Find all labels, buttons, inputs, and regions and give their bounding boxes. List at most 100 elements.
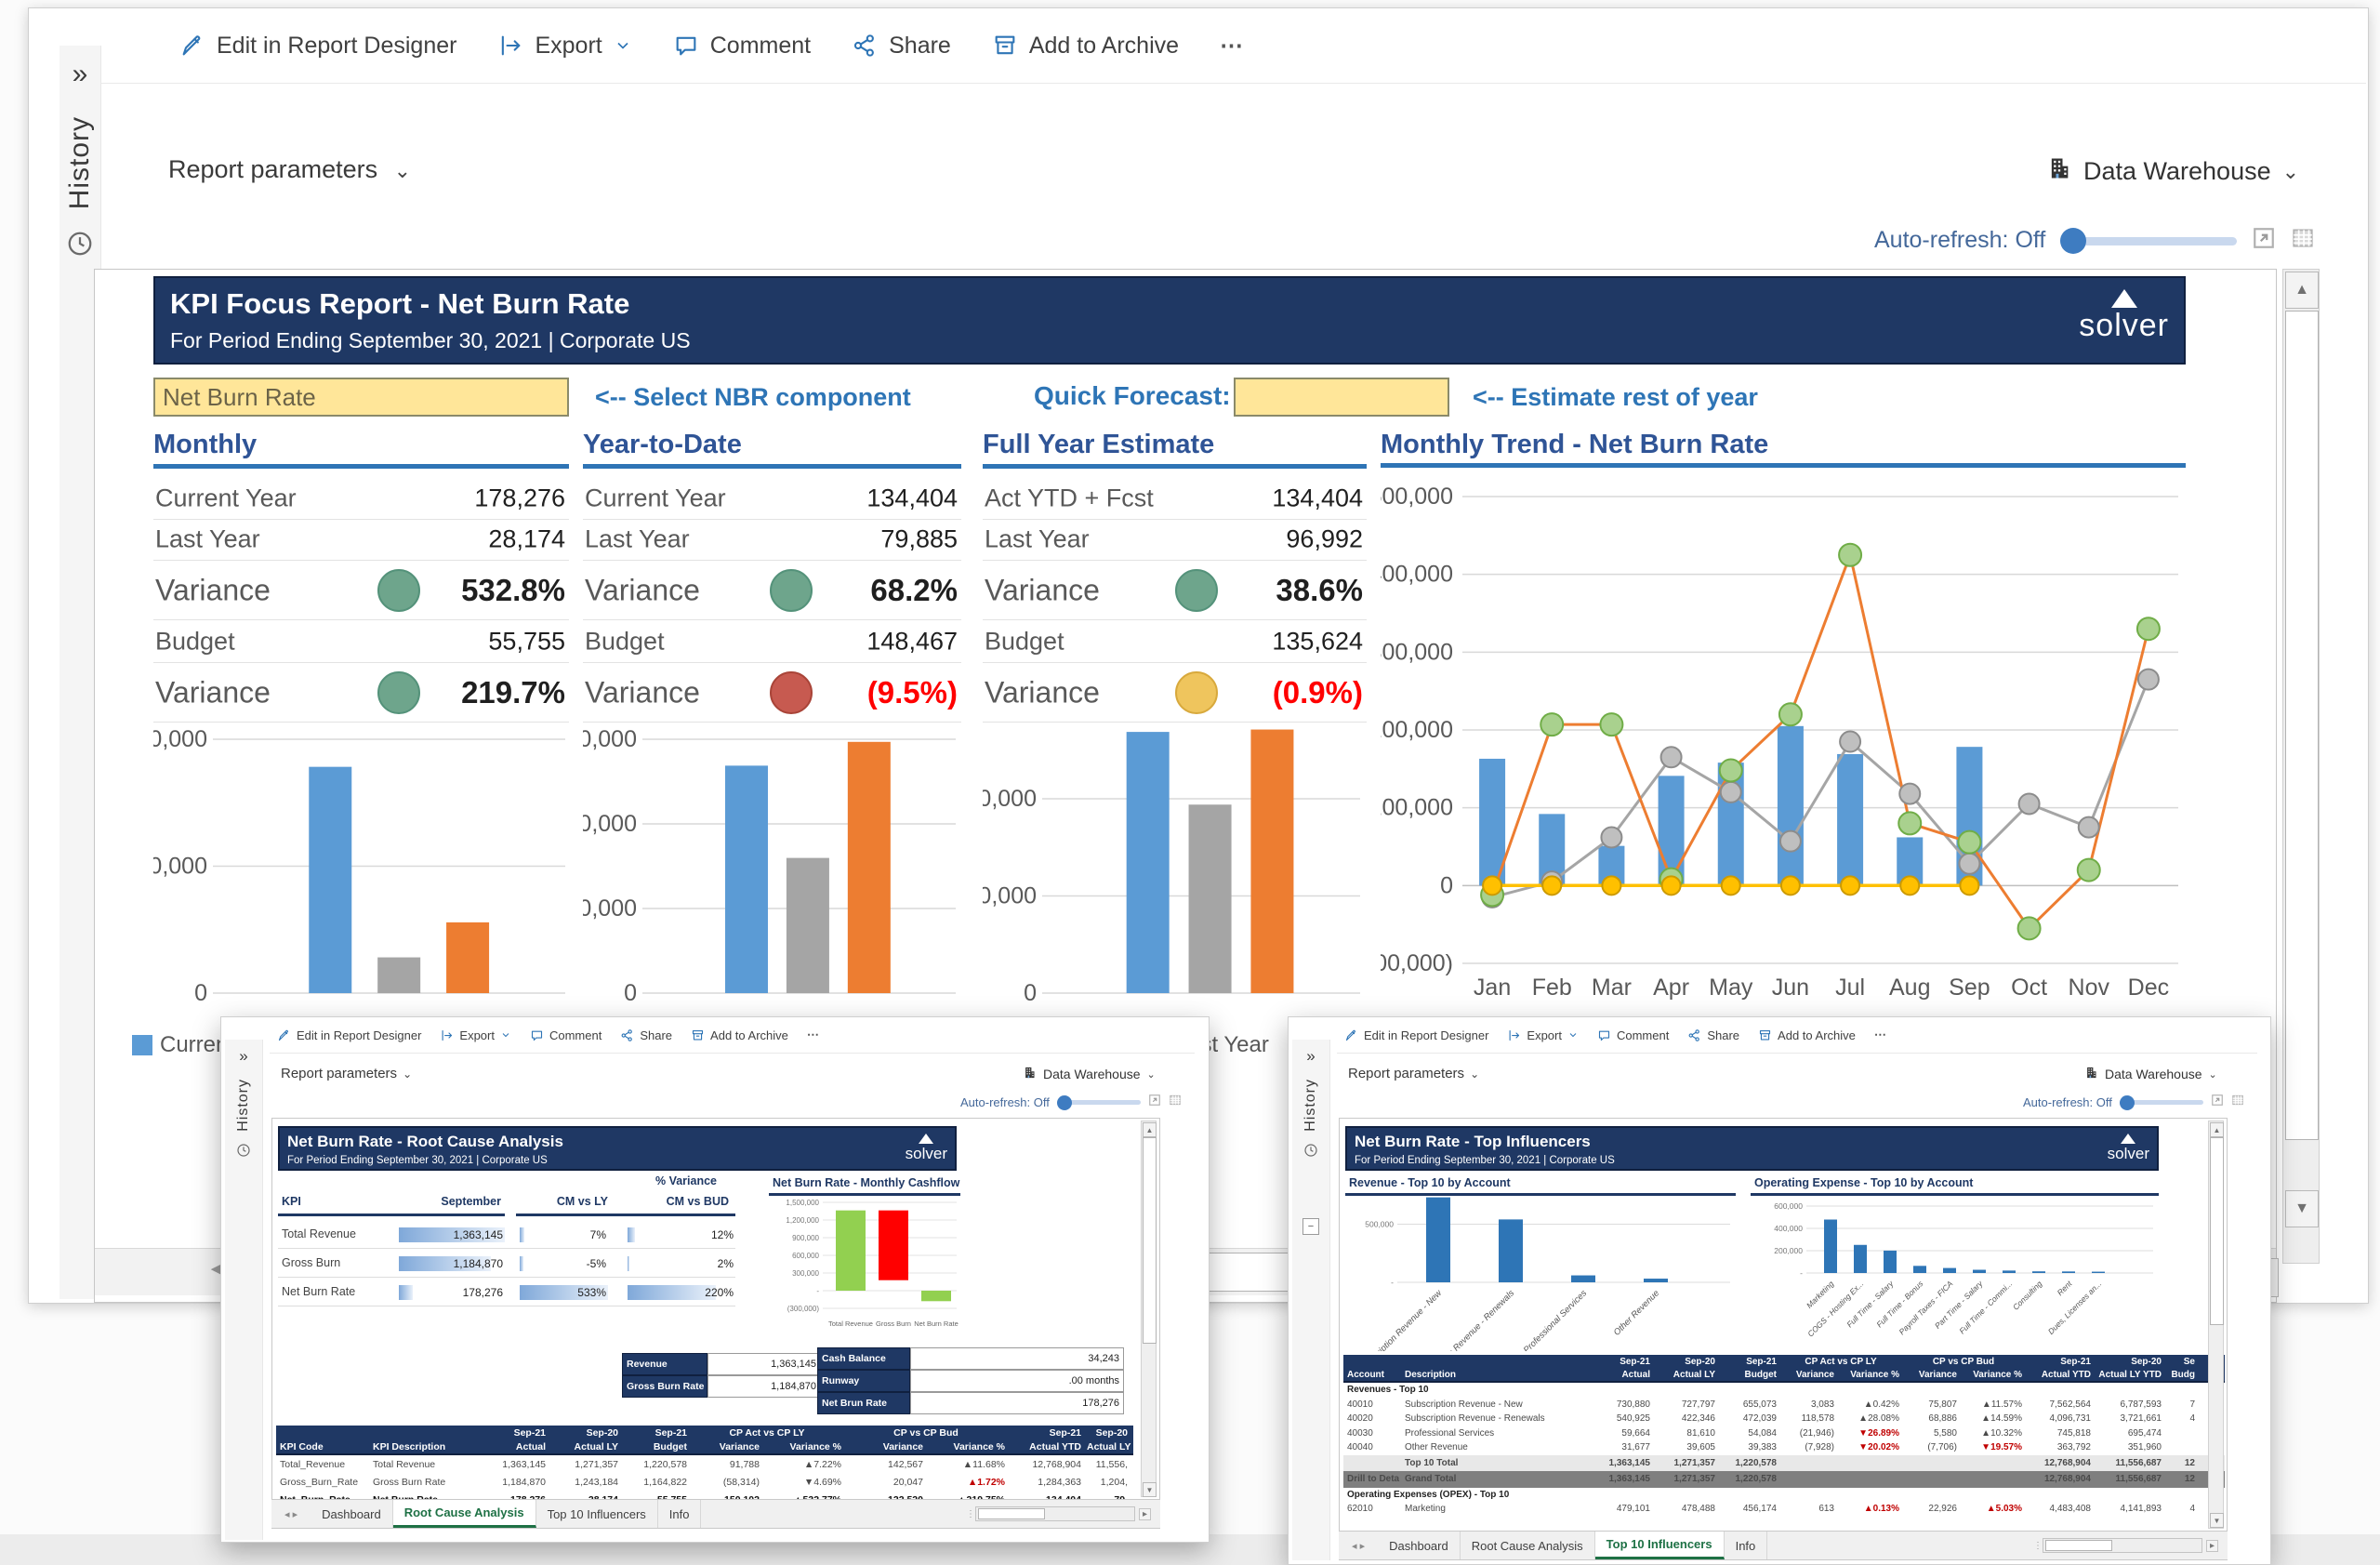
svg-text:Oct: Oct xyxy=(2011,975,2047,1001)
open-new-window-icon[interactable] xyxy=(2211,1094,2224,1111)
outline-collapse-button[interactable]: − xyxy=(1302,1217,1319,1235)
table-view-icon[interactable] xyxy=(1169,1094,1182,1111)
svg-text:0: 0 xyxy=(624,980,637,1006)
scroll-up-icon[interactable]: ▲ xyxy=(2285,272,2319,309)
tab-root-cause-analysis[interactable]: Root Cause Analysis xyxy=(392,1500,536,1528)
sheet-tabs: ◂ ▸ Dashboard Root Cause Analysis Top 10 In… xyxy=(1339,1531,2228,1559)
svg-text:Jan: Jan xyxy=(1474,975,1511,1001)
svg-text:50,000: 50,000 xyxy=(983,883,1037,909)
data-warehouse-selector[interactable]: Data Warehouse ⌄ xyxy=(2046,155,2299,188)
auto-refresh-slider[interactable] xyxy=(2119,1094,2203,1110)
tab-hscrollbar[interactable]: ⋮ ▸ xyxy=(966,1500,1160,1528)
collapse-icon[interactable]: » xyxy=(239,1047,248,1065)
svg-text:50,000: 50,000 xyxy=(583,895,637,922)
tab-info[interactable]: Info xyxy=(1724,1532,1768,1559)
status-dot-green xyxy=(770,569,813,612)
share-icon xyxy=(1687,1028,1701,1042)
slider-knob xyxy=(2060,227,2087,254)
history-clock-icon xyxy=(236,1143,251,1162)
svg-text:100,000: 100,000 xyxy=(153,854,207,880)
auto-refresh-slider[interactable] xyxy=(1056,1094,1141,1110)
toolbar-button-share[interactable]: Share xyxy=(1687,1028,1739,1042)
collapse-icon[interactable]: » xyxy=(1306,1047,1316,1065)
history-panel[interactable]: » History xyxy=(225,1040,263,1540)
toolbar-button-comment[interactable]: Comment xyxy=(673,33,811,60)
data-warehouse-selector[interactable]: Data Warehouse ⌄ xyxy=(2084,1066,2217,1082)
revenue-top10-title: Revenue - Top 10 by Account xyxy=(1349,1176,1511,1189)
scroll-down-icon[interactable]: ▼ xyxy=(1143,1482,1157,1497)
quick-forecast-input[interactable] xyxy=(1234,378,1449,417)
tab-nav-arrows[interactable]: ◂ ▸ xyxy=(284,1508,298,1520)
open-new-window-icon[interactable] xyxy=(1148,1094,1161,1111)
kpi-label: Budget xyxy=(155,627,235,656)
summary-row: Cash Balance 34,243 xyxy=(817,1347,1124,1370)
kpi-value: 134,404 xyxy=(1272,484,1363,512)
kpi-row: Current Year 134,404 xyxy=(583,478,961,520)
vscroll-thumb[interactable] xyxy=(1143,1137,1157,1344)
history-panel[interactable]: » History − xyxy=(1292,1040,1330,1560)
card-vscrollbar[interactable]: ▲ ▼ xyxy=(2208,1121,2224,1529)
vscroll-thumb[interactable] xyxy=(2210,1137,2224,1325)
auto-refresh-label: Auto-refresh: Off xyxy=(1874,227,2046,253)
history-label: History xyxy=(1302,1079,1318,1132)
svg-text:-: - xyxy=(1800,1268,1803,1278)
report-parameters[interactable]: Report parameters ⌄ xyxy=(168,155,412,183)
toolbar-button-archive[interactable]: Add to Archive xyxy=(992,33,1179,60)
svg-text:200,000: 200,000 xyxy=(1774,1246,1803,1255)
toolbar-button-export[interactable]: Export xyxy=(497,33,631,60)
status-dot-green xyxy=(1175,569,1218,612)
toolbar-button-export[interactable]: Export xyxy=(440,1028,511,1042)
card-vscrollbar[interactable]: ▲ ▼ xyxy=(1141,1121,1157,1497)
toolbar-button-share[interactable]: Share xyxy=(852,33,951,60)
solver-logo: solver xyxy=(906,1134,947,1161)
tab-nav-arrows[interactable]: ◂ ▸ xyxy=(1352,1540,1366,1552)
toolbar-more-button[interactable]: ⋯ xyxy=(806,1028,821,1041)
collapse-icon[interactable]: » xyxy=(72,59,88,89)
kpi-row: Variance 68.2% xyxy=(583,562,961,620)
report-parameters[interactable]: Report parameters ⌄ xyxy=(1348,1066,1480,1081)
tab-dashboard[interactable]: Dashboard xyxy=(1378,1532,1461,1559)
trend-chart-title: Monthly Trend - Net Burn Rate xyxy=(1381,430,1769,459)
fye-compare-chart: 100,000 50,000 0 xyxy=(983,729,1360,1006)
toolbar-more-button[interactable]: ⋯ xyxy=(1220,33,1246,59)
tab-top-10-influencers[interactable]: Top 10 Influencers xyxy=(536,1500,658,1528)
kpi-row: Last Year 28,174 xyxy=(153,519,569,561)
open-new-window-icon[interactable] xyxy=(2252,226,2276,255)
toolbar-more-button[interactable]: ⋯ xyxy=(1873,1028,1888,1041)
toolbar-button-export[interactable]: Export xyxy=(1507,1028,1579,1042)
summary-row: Revenue 1,363,145 xyxy=(622,1353,821,1375)
scroll-up-icon[interactable]: ▲ xyxy=(1143,1122,1157,1137)
kpi-row: Last Year 79,885 xyxy=(583,519,961,561)
tab-dashboard[interactable]: Dashboard xyxy=(311,1500,393,1528)
toolbar-button-comment[interactable]: Comment xyxy=(1597,1028,1669,1042)
toolbar-button-archive[interactable]: Add to Archive xyxy=(691,1028,788,1042)
toolbar-button-edit[interactable]: Edit in Report Designer xyxy=(1344,1028,1488,1042)
toolbar-button-edit[interactable]: Edit in Report Designer xyxy=(179,33,456,60)
data-warehouse-selector[interactable]: Data Warehouse ⌄ xyxy=(1023,1066,1156,1082)
opex-top10-title: Operating Expense - Top 10 by Account xyxy=(1754,1176,1974,1189)
tab-info[interactable]: Info xyxy=(657,1500,702,1528)
kpi-label: Variance xyxy=(985,675,1100,710)
toolbar-button-share[interactable]: Share xyxy=(620,1028,672,1042)
auto-refresh-slider[interactable] xyxy=(2060,227,2238,254)
report-parameters[interactable]: Report parameters ⌄ xyxy=(281,1066,413,1081)
table-view-icon[interactable] xyxy=(2231,1094,2244,1111)
toolbar-button-comment[interactable]: Comment xyxy=(530,1028,602,1042)
auto-refresh-control: Auto-refresh: Off xyxy=(2023,1094,2244,1111)
toolbar-button-edit[interactable]: Edit in Report Designer xyxy=(277,1028,421,1042)
tab-root-cause-analysis[interactable]: Root Cause Analysis xyxy=(1460,1532,1595,1559)
scroll-down-icon[interactable]: ▼ xyxy=(2285,1190,2319,1227)
table-view-icon[interactable] xyxy=(2291,226,2315,255)
scroll-down-icon[interactable]: ▼ xyxy=(2210,1513,2224,1528)
nbr-component-input[interactable]: Net Burn Rate xyxy=(153,378,569,417)
tab-hscrollbar[interactable]: ⋮ ▸ xyxy=(2033,1532,2228,1559)
tab-top-10-influencers[interactable]: Top 10 Influencers xyxy=(1594,1532,1725,1559)
vscroll-thumb[interactable] xyxy=(2285,311,2319,1140)
scroll-up-icon[interactable]: ▲ xyxy=(2210,1122,2224,1137)
kpi-value: 148,467 xyxy=(866,627,958,656)
kpi-label: Variance xyxy=(585,675,700,710)
history-clock-icon xyxy=(1303,1143,1318,1162)
toolbar-button-archive[interactable]: Add to Archive xyxy=(1758,1028,1856,1042)
report-vscrollbar[interactable]: ▲ ▼ xyxy=(2282,269,2320,1264)
kpi-column-title: Full Year Estimate xyxy=(983,430,1215,459)
